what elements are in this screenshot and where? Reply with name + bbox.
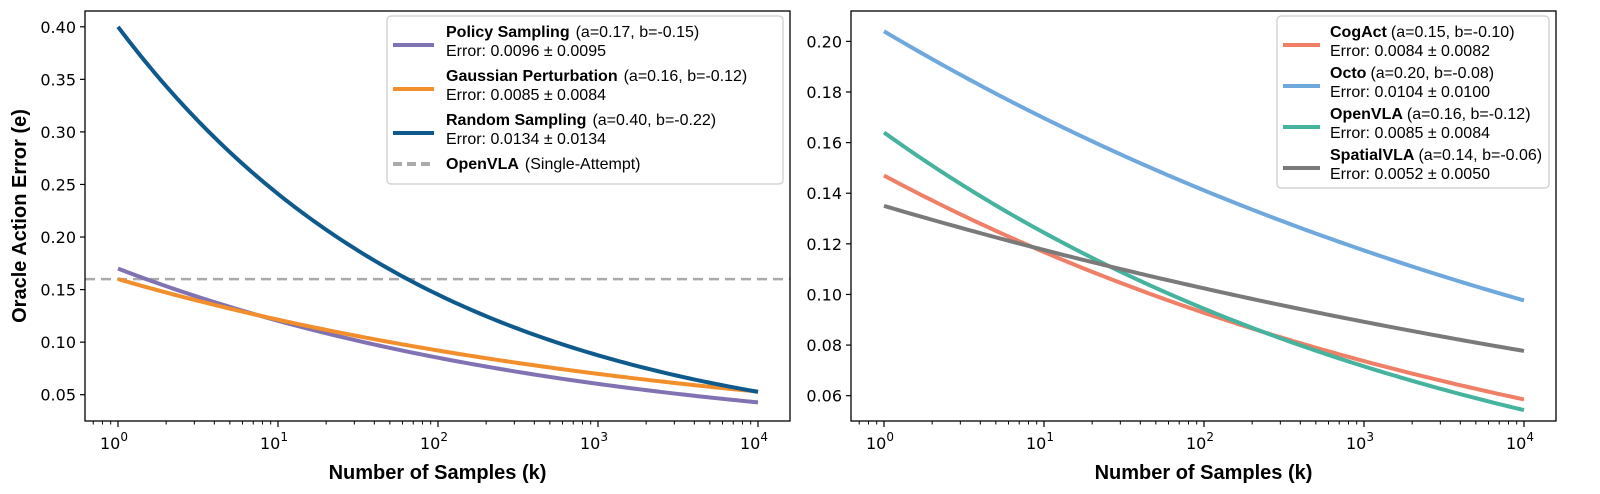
series-line-4 xyxy=(883,203,1525,353)
y-tick-label: 0.06 xyxy=(806,387,842,406)
legend-error-text: Error: 0.0134 ± 0.0134 xyxy=(446,131,606,148)
chart-panel-2: 0.06 0.08 0.10 0.12 0.14 0.16 0.18 0.20 100 101 10… xyxy=(806,10,1557,484)
y-tick-label: 0.12 xyxy=(806,235,842,254)
y-tick-label: 0.20 xyxy=(40,228,76,247)
x-axis-label: Number of Samples (k) xyxy=(1095,462,1313,484)
y-tick-label: 0.16 xyxy=(806,134,842,153)
x-axis-label: Number of Samples (k) xyxy=(329,462,547,484)
legend-label: Random Sampling (a=0.40, b=-0.22) xyxy=(446,112,716,129)
legend-entry: CogAct (a=0.15, b=-0.10) Error: 0.0084 ± 0… xyxy=(1283,24,1515,60)
x-tick-label: 103 xyxy=(580,430,608,453)
series-line-2 xyxy=(117,277,759,394)
y-tick-label: 0.40 xyxy=(40,18,76,37)
y-tick-label: 0.25 xyxy=(40,175,76,194)
y-tick-label: 0.10 xyxy=(40,333,76,352)
y-axis-label: Oracle Action Error (e) xyxy=(9,109,31,323)
x-tick-label: 103 xyxy=(1346,430,1374,453)
legend-label: OpenVLA (a=0.16, b=-0.12) xyxy=(1330,106,1531,123)
series-line-2 xyxy=(882,29,1525,303)
x-tick-label: 100 xyxy=(866,430,894,453)
series-line-3 xyxy=(116,25,759,394)
y-tick-label: 0.30 xyxy=(40,123,76,142)
y-tick-label: 0.08 xyxy=(806,336,842,355)
y-tick-label: 0.05 xyxy=(40,386,76,405)
legend-error-text: Error: 0.0096 ± 0.0095 xyxy=(446,43,606,60)
legend-entry: Gaussian Perturbation (a=0.16, b=-0.12) Er… xyxy=(393,68,747,104)
legend-entry: SpatialVLA (a=0.14, b=-0.06) Error: 0.0052… xyxy=(1283,147,1542,183)
x-tick-label: 101 xyxy=(1026,430,1054,453)
y-tick-label: 0.15 xyxy=(40,281,76,300)
x-tick-label: 100 xyxy=(100,430,128,453)
legend-error-text: Error: 0.0084 ± 0.0082 xyxy=(1330,43,1490,60)
legend: CogAct (a=0.15, b=-0.10) Error: 0.0084 ± 0… xyxy=(1276,15,1550,189)
y-tick-label: 0.18 xyxy=(806,83,842,102)
legend-label: Policy Sampling (a=0.17, b=-0.15) xyxy=(446,24,699,41)
y-tick-label: 0.14 xyxy=(806,184,842,203)
x-tick-label: 102 xyxy=(420,430,448,453)
legend-label: Gaussian Perturbation (a=0.16, b=-0.12) xyxy=(446,68,747,85)
legend-entry: Octo (a=0.20, b=-0.08) Error: 0.0104 ± 0.0… xyxy=(1283,65,1494,101)
chart-panel-1: 0.05 0.10 0.15 0.20 0.25 0.30 0.35 0.40 100 101 10… xyxy=(9,10,791,484)
x-tick-label: 102 xyxy=(1186,430,1214,453)
y-tick-label: 0.20 xyxy=(806,32,842,51)
legend: Policy Sampling (a=0.17, b=-0.15) Error: 0… xyxy=(386,15,784,185)
y-tick-label: 0.10 xyxy=(806,285,842,304)
x-tick-label: 104 xyxy=(1506,430,1534,453)
legend-entry: OpenVLA (a=0.16, b=-0.12) Error: 0.0085 ± … xyxy=(1283,106,1531,142)
legend-label: SpatialVLA (a=0.14, b=-0.06) xyxy=(1330,147,1542,164)
series-line-1 xyxy=(117,266,759,405)
series-line-3 xyxy=(882,130,1525,413)
legend-entry: Policy Sampling (a=0.17, b=-0.15) Error: 0… xyxy=(393,24,699,60)
y-tick-label: 0.35 xyxy=(40,70,76,89)
series-line-1 xyxy=(883,173,1525,402)
legend-label: CogAct (a=0.15, b=-0.10) xyxy=(1330,24,1515,41)
legend-entry: OpenVLA (Single-Attempt) xyxy=(393,156,640,173)
legend-error-text: Error: 0.0052 ± 0.0050 xyxy=(1330,166,1490,183)
legend-box xyxy=(386,15,784,185)
legend-error-text: Error: 0.0085 ± 0.0084 xyxy=(1330,125,1490,142)
legend-box xyxy=(1276,15,1550,189)
legend-label: OpenVLA (Single-Attempt) xyxy=(446,156,640,173)
x-tick-label: 101 xyxy=(260,430,288,453)
legend-error-text: Error: 0.0104 ± 0.0100 xyxy=(1330,84,1490,101)
legend-error-text: Error: 0.0085 ± 0.0084 xyxy=(446,87,606,104)
legend-entry: Random Sampling (a=0.40, b=-0.22) Error: 0… xyxy=(393,112,716,148)
x-tick-label: 104 xyxy=(740,430,768,453)
legend-label: Octo (a=0.20, b=-0.08) xyxy=(1330,65,1494,82)
